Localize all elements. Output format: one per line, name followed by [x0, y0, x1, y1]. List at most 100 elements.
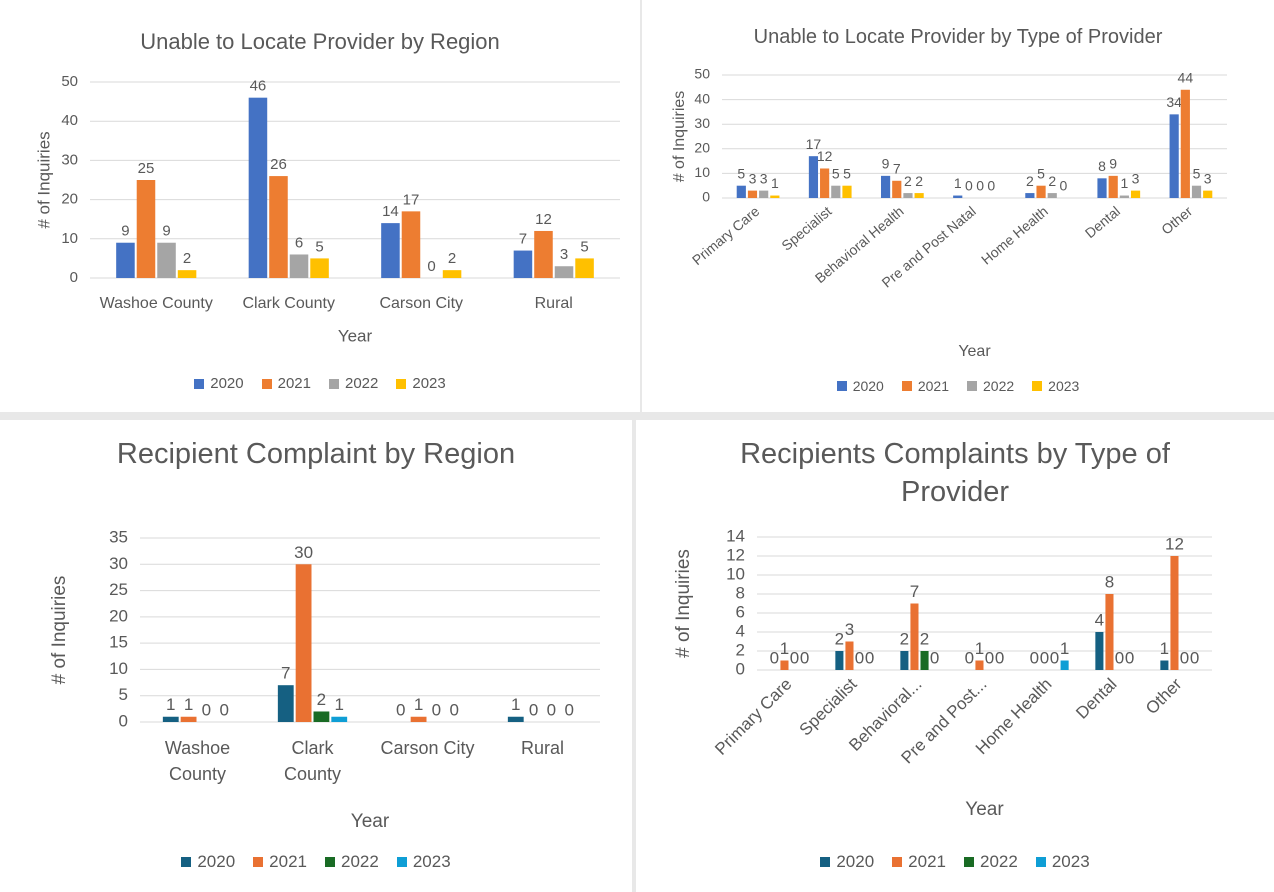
y-axis-label: # of Inquiries: [671, 91, 688, 183]
data-label: 9: [1109, 156, 1117, 172]
data-label: 0: [930, 648, 939, 667]
data-label: 2: [448, 250, 456, 267]
data-label: 26: [270, 156, 287, 173]
x-tick-label: Other: [1158, 203, 1195, 238]
y-tick-label: 6: [736, 602, 745, 621]
chart-panel: Unable to Locate Provider by Type of Pro…: [642, 0, 1274, 412]
y-tick-label: 10: [61, 230, 78, 247]
x-tick-label: Clark County: [242, 295, 335, 312]
data-label: 1: [954, 175, 962, 191]
data-label: 0: [965, 178, 973, 194]
data-label: 8: [1105, 572, 1114, 591]
legend: 2020 2021 2022 2023: [0, 852, 632, 872]
bar: [248, 97, 268, 279]
data-label: 1: [184, 695, 193, 714]
x-tick-label: Specialist: [778, 203, 834, 254]
legend-item: 2023: [1032, 378, 1079, 394]
bar: [920, 651, 929, 670]
data-label: 12: [535, 211, 552, 228]
data-label: 0: [220, 700, 229, 719]
bar: [1047, 193, 1057, 198]
x-tick-label: Rural: [520, 738, 564, 758]
bar: [900, 651, 909, 670]
legend: 2020 2021 2022 2023: [636, 852, 1274, 872]
bar: [177, 270, 197, 278]
x-tick-label: Other: [1142, 674, 1186, 718]
y-tick-label: 0: [119, 711, 128, 730]
chart-title: Recipient Complaint by Region: [116, 438, 516, 470]
data-label: 0: [855, 648, 864, 667]
legend-label: 2021: [277, 375, 311, 392]
y-axis-label: # of Inquiries: [673, 549, 694, 658]
legend-item: 2020: [836, 378, 884, 394]
legend-swatch: [836, 381, 847, 391]
bar: [116, 242, 135, 278]
bar: [953, 195, 963, 198]
data-label: 0: [1125, 648, 1134, 667]
data-label: 0: [432, 700, 441, 719]
bar: [747, 190, 758, 198]
data-label: 0: [965, 648, 974, 667]
bar: [820, 168, 830, 198]
data-label: 4: [1095, 610, 1104, 629]
bar: [880, 175, 891, 198]
data-label: 0: [790, 648, 799, 667]
legend-item: 2022: [329, 375, 378, 392]
x-tick-label: Carson City: [380, 738, 475, 758]
data-label: 0: [450, 700, 459, 719]
legend-item: 2020: [820, 852, 874, 872]
y-tick-label: 0: [70, 269, 78, 286]
data-label: 5: [737, 165, 745, 181]
legend-swatch: [325, 857, 335, 867]
data-label: 46: [250, 78, 267, 95]
legend-swatch: [396, 378, 407, 389]
y-tick-label: 30: [61, 151, 78, 168]
data-label: 8: [1098, 158, 1106, 174]
data-label: 7: [281, 664, 290, 683]
bar: [842, 185, 852, 198]
x-tick-label: Washoe County: [99, 295, 213, 312]
legend-swatch: [253, 857, 264, 867]
data-label: 30: [294, 543, 313, 562]
bar: [808, 156, 819, 198]
bar: [1170, 556, 1179, 670]
bar: [1191, 185, 1202, 198]
legend-label: 2021: [908, 852, 946, 871]
x-tick-label: Specialist: [796, 674, 861, 739]
data-label: 0: [1180, 648, 1189, 667]
data-label: 5: [1037, 165, 1045, 181]
data-label: 2: [915, 173, 923, 189]
legend-swatch: [261, 378, 272, 389]
data-label: 1: [335, 695, 344, 714]
data-label: 1: [780, 639, 789, 658]
data-label: 3: [560, 246, 568, 263]
bar: [180, 716, 197, 722]
bar: [831, 185, 841, 198]
data-label: 0: [985, 648, 994, 667]
data-label: 0: [1050, 648, 1059, 667]
legend-swatch: [1032, 381, 1043, 391]
bar: [1095, 632, 1104, 670]
data-label: 2: [183, 250, 191, 267]
y-tick-label: 10: [694, 164, 710, 180]
chart-panel: Recipient Complaint by Region 0 5 10 15 20 25 3…: [0, 420, 632, 892]
y-tick-label: 0: [736, 659, 745, 678]
data-label: 1: [166, 695, 175, 714]
bar: [513, 250, 533, 278]
data-label: 0: [987, 178, 995, 194]
data-label: 2: [835, 629, 844, 648]
data-label: 17: [806, 136, 822, 152]
data-label: 9: [882, 156, 890, 172]
chart-title: Unable to Locate Provider by Region: [140, 29, 500, 54]
bar: [1119, 195, 1129, 198]
data-label: 5: [832, 165, 840, 181]
data-label: 1: [1060, 639, 1069, 658]
chart-title: Unable to Locate Provider by Type of Pro…: [753, 26, 1163, 48]
data-label: 44: [1178, 69, 1194, 85]
legend-label: 2022: [983, 378, 1015, 394]
legend-label: 2023: [1051, 852, 1090, 871]
data-label: 0: [976, 178, 984, 194]
y-tick-label: 35: [109, 527, 128, 546]
data-label: 2: [1026, 173, 1034, 189]
